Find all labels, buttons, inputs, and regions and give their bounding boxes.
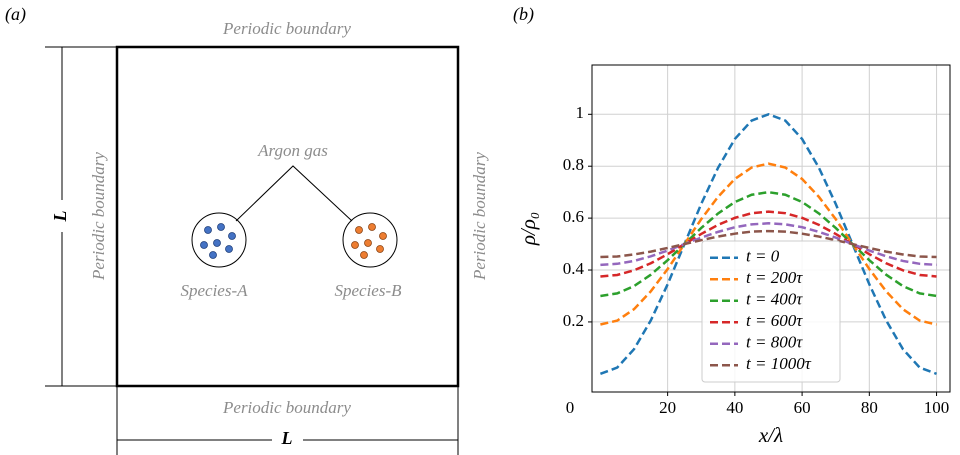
legend-label: t = 800τ <box>746 333 803 352</box>
x-tick-label: 100 <box>924 398 950 417</box>
dimension-lines <box>45 46 459 455</box>
length-label: L <box>50 211 70 223</box>
y-tick-label: 0.6 <box>563 207 584 226</box>
x-tick-label: 20 <box>659 398 676 417</box>
boundary-label: Periodic boundary <box>89 152 108 281</box>
series-line <box>600 190 937 298</box>
series-line <box>600 210 937 278</box>
y-axis-label: ρ/ρ₀ <box>516 212 540 246</box>
species-label: Species-A <box>180 281 248 300</box>
series-line <box>600 162 937 326</box>
y-tick-label: 1 <box>576 103 585 122</box>
origin-label: 0 <box>566 398 575 417</box>
legend-label: t = 600τ <box>746 311 803 330</box>
y-tick-label: 0.8 <box>563 155 584 174</box>
series-line <box>600 222 937 267</box>
legend-label: t = 400τ <box>746 290 803 309</box>
connector <box>191 165 398 268</box>
legend-label: t = 0 <box>746 247 780 266</box>
gas-label: Argon gas <box>257 141 328 160</box>
boundary-label: Periodic boundary <box>222 398 351 417</box>
series-line <box>599 112 937 376</box>
panel-label: (b) <box>513 4 534 25</box>
y-tick-label: 0.4 <box>563 259 585 278</box>
species-a-particles <box>200 223 236 259</box>
length-label: L <box>281 428 293 448</box>
boundary-label: Periodic boundary <box>470 152 489 281</box>
y-tick-label: 0.2 <box>563 311 584 330</box>
legend-label: t = 200τ <box>746 268 803 287</box>
legend-label: t = 1000τ <box>746 354 812 373</box>
panel-label: (a) <box>5 4 26 25</box>
legend-box <box>701 240 841 383</box>
x-tick-label: 80 <box>861 398 878 417</box>
x-tick-label: 60 <box>794 398 811 417</box>
species-b-particles <box>351 223 387 259</box>
domain-box <box>115 45 460 388</box>
boundary-label: Periodic boundary <box>222 19 351 38</box>
x-axis-label: x/λ <box>758 423 783 447</box>
species-label: Species-B <box>334 281 402 300</box>
x-tick-label: 40 <box>726 398 743 417</box>
series-line <box>600 229 937 259</box>
plot-frame <box>591 64 951 393</box>
